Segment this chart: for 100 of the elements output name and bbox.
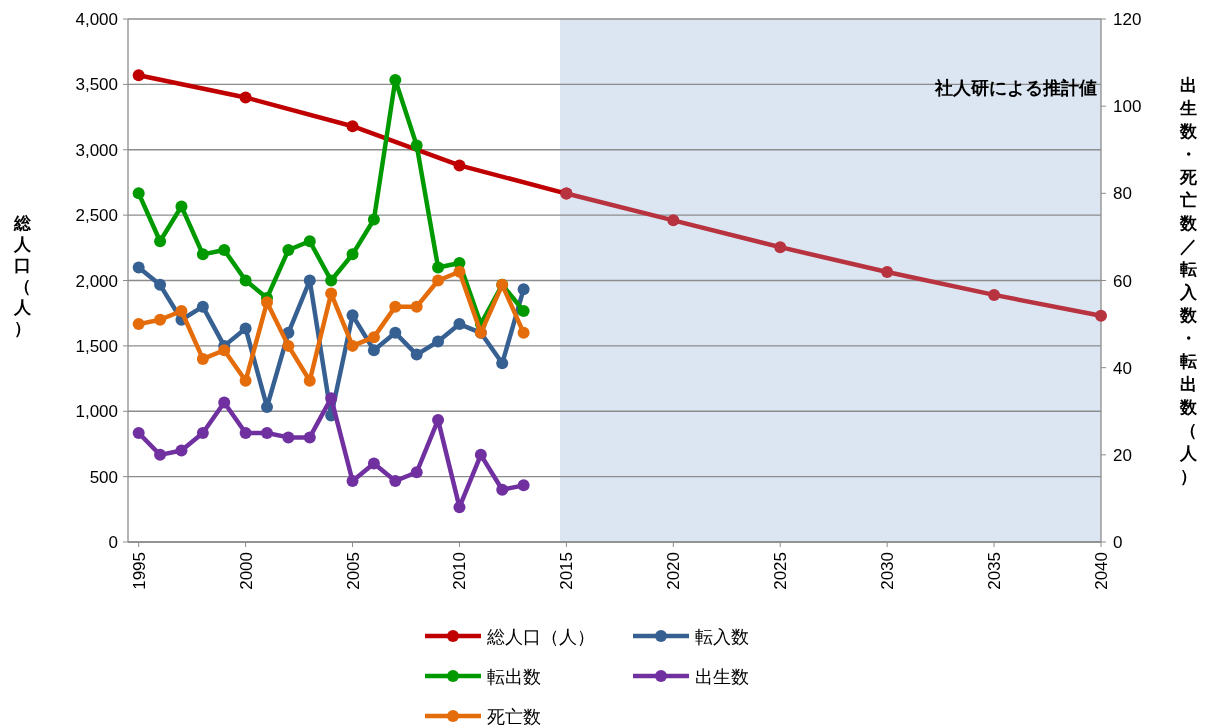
annotation: 社人研による推計値 [934,77,1097,98]
legend-label: 死亡数 [487,706,541,726]
point [239,274,252,287]
point [517,305,530,318]
point [881,266,894,278]
point [175,444,188,457]
x-tick-label: 2015 [557,552,577,590]
point [175,305,188,318]
point [432,274,445,287]
y2-tick-label: 80 [1113,184,1132,204]
point [453,159,466,172]
point [432,335,445,348]
point [239,91,252,104]
point [389,300,402,313]
point [218,396,231,409]
x-tick-label: 2000 [236,552,256,590]
y2-tick-label: 20 [1113,445,1132,465]
point [325,287,338,300]
point [517,479,530,492]
point [517,283,530,296]
point [282,431,295,444]
point [474,448,487,461]
point [774,241,787,254]
point [261,296,273,309]
x-tick-label: 2005 [343,552,363,590]
point [988,288,1001,301]
point [517,326,530,339]
x-tick-label: 2020 [664,552,684,590]
point [367,331,380,344]
point [453,318,466,331]
point [496,357,509,370]
point [282,339,295,352]
y-tick-label: 1,500 [75,336,118,356]
point [432,413,445,426]
point [453,265,466,278]
point [389,474,402,487]
y2-tick-label: 120 [1113,10,1142,29]
point [282,243,295,256]
x-tick-label: 2040 [1092,552,1111,590]
point [1095,309,1107,322]
point [389,74,402,87]
y-tick-label: 2,000 [75,271,118,291]
point [346,474,359,487]
point [132,261,145,274]
point [367,457,380,470]
point [303,274,316,287]
point [367,344,380,357]
point [196,248,209,261]
point [346,309,359,322]
y-axis-title: 総人口（人） [12,212,32,338]
point [410,139,423,152]
y-tick-label: 2,500 [75,206,118,226]
x-tick-label: 1995 [129,552,149,590]
point [196,300,209,313]
point [132,427,145,440]
point [410,466,423,479]
y-tick-label: 3,000 [75,140,118,160]
legend-label: 出生数 [695,666,749,687]
point [303,431,316,444]
y-tick-label: 500 [89,467,118,487]
legend-label: 転入数 [695,626,749,647]
y2-tick-label: 60 [1113,271,1132,291]
y-tick-label: 4,000 [75,10,118,29]
point [132,69,145,82]
point [667,214,680,227]
point [367,213,380,226]
point [196,427,209,440]
point [132,318,145,331]
y2-tick-label: 40 [1113,358,1132,378]
point [239,427,252,440]
point [496,483,509,496]
y-tick-label: 3,500 [75,75,118,95]
point [196,352,209,365]
legend-label: 総人口（人） [486,626,595,647]
point [218,243,231,256]
point [453,501,466,514]
point [261,427,273,440]
x-tick-label: 2025 [771,552,791,590]
point [154,448,167,461]
x-tick-label: 2030 [878,552,898,590]
point [218,344,231,357]
point [154,235,167,248]
point [346,120,359,133]
point [239,322,252,335]
point [325,274,338,287]
point [175,200,188,213]
y-tick-label: 0 [108,533,118,552]
point [346,339,359,352]
point [432,261,445,274]
y2-tick-label: 100 [1113,97,1142,117]
x-tick-label: 2010 [450,552,470,590]
point [389,326,402,339]
point [154,278,167,291]
point [303,235,316,248]
point [154,313,167,326]
point [410,300,423,313]
legend-label: 転出数 [487,666,541,687]
point [132,187,145,200]
point [410,348,423,361]
x-tick-label: 2035 [985,552,1005,590]
